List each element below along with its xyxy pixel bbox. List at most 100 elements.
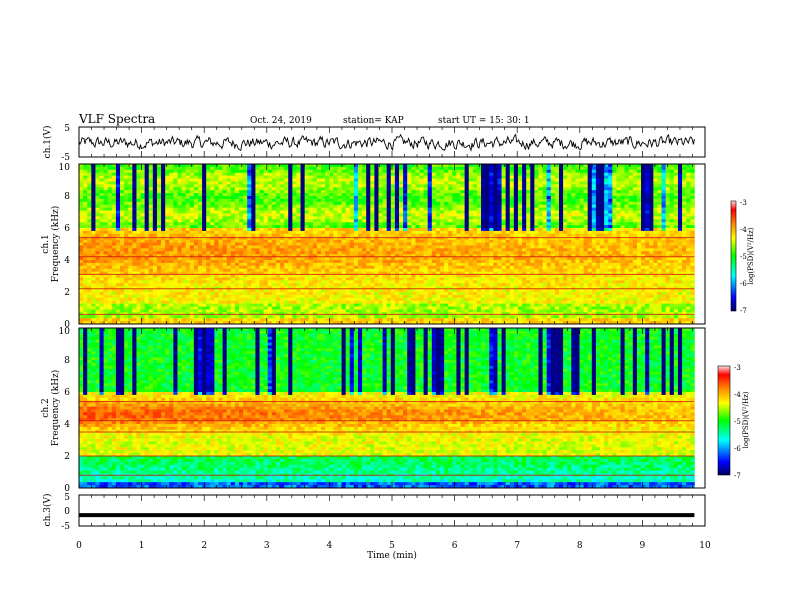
spectrogram-cell — [456, 190, 461, 194]
spectrogram-cell — [280, 242, 285, 246]
spectrogram-cell — [587, 210, 593, 214]
spectrogram-cell — [308, 257, 314, 261]
spectrogram-cell — [325, 190, 330, 194]
spectrogram-cell — [661, 169, 667, 174]
spectrogram-cell — [575, 178, 580, 182]
spectrogram-cell — [156, 164, 162, 168]
spectrogram-cell — [316, 222, 322, 226]
spectrogram-cell — [341, 230, 347, 235]
spectrogram-cell — [284, 178, 289, 182]
spectrogram-cell — [148, 239, 154, 243]
spectrogram-cell — [206, 236, 211, 241]
spectrogram-cell — [308, 172, 314, 177]
spectrogram-cell — [501, 207, 507, 211]
spectrogram-cell — [234, 207, 240, 211]
spectrogram-cell — [321, 190, 326, 194]
spectrogram-cell — [579, 187, 584, 191]
spectrogram-cell — [427, 172, 433, 177]
spectrogram-cell — [464, 225, 470, 229]
spectrogram-cell — [243, 245, 248, 249]
spectrogram-cell — [152, 196, 158, 200]
spectrogram-cell — [653, 175, 658, 179]
spectrogram-cell — [99, 198, 105, 203]
spectrogram-cell — [345, 172, 351, 177]
spectrogram-cell — [255, 178, 260, 182]
spectrogram-cell — [632, 222, 638, 226]
spectrogram-cell — [173, 251, 178, 255]
spectrogram-cell — [271, 181, 277, 185]
spectrogram-cell — [686, 239, 691, 243]
spectrogram-cell — [452, 175, 457, 179]
spectrogram-cell — [415, 222, 420, 226]
spectrogram-cell — [464, 187, 470, 191]
spectrogram-cell — [665, 178, 671, 182]
spectrogram-cell — [526, 184, 531, 188]
spectrogram-cell — [107, 239, 113, 243]
spectrogram-cell — [431, 204, 437, 209]
spectrogram-cell — [111, 242, 117, 246]
spectrogram-cell — [349, 178, 355, 182]
spectrogram-cell — [460, 239, 466, 243]
spectrogram-cell — [448, 251, 453, 255]
spectrogram-cell — [554, 233, 560, 238]
spectrogram-cell — [468, 178, 474, 182]
spectrogram-cell — [493, 187, 498, 191]
spectrogram-cell — [267, 190, 273, 194]
spectrogram-cell — [292, 251, 297, 255]
spectrogram-cell — [460, 164, 466, 168]
spectrogram-cell — [263, 257, 269, 261]
spectrogram-cell — [288, 207, 293, 211]
spectrogram-cell — [595, 210, 601, 214]
spectrogram-cell — [415, 181, 420, 185]
spectrogram-cell — [79, 184, 84, 188]
spectrogram-cell — [128, 228, 133, 232]
spectrogram-cell — [394, 210, 400, 214]
spectrogram-cell — [362, 184, 367, 188]
spectrogram-cell — [193, 193, 199, 197]
spectrogram-cell — [292, 184, 297, 188]
spectrogram-cell — [148, 228, 154, 232]
spectrogram-cell — [243, 164, 248, 168]
spectrogram-cell — [333, 236, 338, 241]
spectrogram-cell — [435, 239, 441, 243]
spectrogram-cell — [115, 207, 121, 211]
spectrogram-cell — [604, 164, 609, 168]
spectrogram-cell — [390, 225, 396, 229]
spectrogram-cell — [304, 190, 310, 194]
spectrogram-cell — [431, 230, 437, 235]
spectrogram-cell — [398, 233, 404, 238]
spectrogram-cell — [156, 233, 162, 238]
spectrogram-cell — [321, 228, 326, 232]
spectrogram-cell — [636, 196, 642, 200]
spectrogram-cell — [587, 254, 593, 258]
spectrogram-cell — [103, 190, 109, 194]
spectrogram-cell — [95, 245, 100, 249]
spectrogram-cell — [132, 251, 137, 255]
spectrogram-cell — [628, 213, 634, 217]
spectrogram-cell — [628, 166, 634, 171]
spectrogram-cell — [386, 233, 392, 238]
spectrogram-cell — [476, 222, 482, 226]
spectrogram-cell — [95, 178, 100, 182]
spectrogram-cell — [530, 251, 535, 255]
spectrogram-cell — [567, 210, 572, 214]
spectrogram-cell — [210, 222, 215, 226]
spectrogram-cell — [612, 178, 617, 182]
spectrogram-cell — [144, 166, 150, 171]
spectrogram-cell — [649, 187, 654, 191]
spectrogram-cell — [83, 172, 88, 177]
spectrogram-cell — [337, 207, 342, 211]
spectrogram-cell — [563, 207, 568, 211]
spectrogram-cell — [255, 257, 260, 261]
spectrogram-cell — [415, 219, 420, 223]
spectrogram-cell — [468, 184, 474, 188]
spectrogram-cell — [218, 198, 223, 203]
spectrogram-cell — [329, 222, 334, 226]
spectrogram-cell — [583, 248, 589, 252]
spectrogram-cell — [210, 245, 215, 249]
spectrogram-cell — [169, 210, 174, 214]
spectrogram-cell — [657, 251, 662, 255]
spectrogram-cell — [522, 213, 527, 217]
spectrogram-cell — [456, 242, 461, 246]
spectrogram-cell — [177, 213, 182, 217]
